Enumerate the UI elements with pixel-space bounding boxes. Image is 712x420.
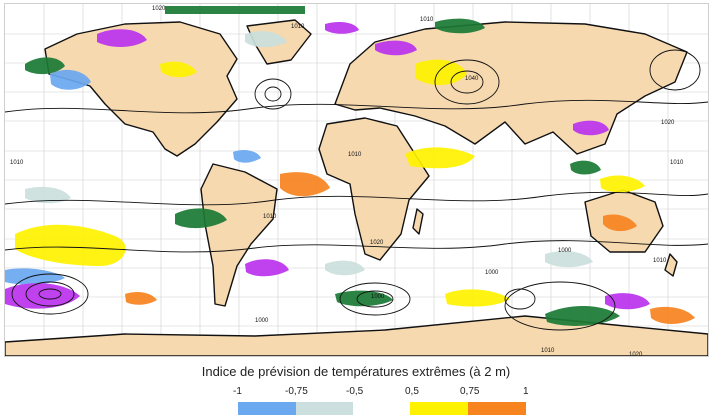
isobar-label: 1000: [371, 294, 385, 300]
isobar-label: 1010: [348, 152, 362, 158]
isobar-label: 1020: [370, 240, 384, 246]
very-warm-patch: [603, 214, 637, 232]
wet-green-patch: [435, 18, 485, 34]
isobars: [5, 49, 708, 331]
legend-swatch-very-cold: [238, 402, 296, 415]
forecast-map: 1020 1010 1040 1010 1020 1010 1010 1010 …: [4, 3, 709, 357]
violet-patch: [97, 29, 147, 47]
warm-patch: [445, 289, 510, 307]
violet-patch: [573, 120, 609, 136]
anomaly-patches: [5, 6, 695, 326]
warm-patch: [160, 61, 197, 78]
legend-title: Indice de prévision de températures extr…: [201, 364, 511, 379]
legend-tick-label: -0,75: [285, 386, 308, 397]
wet-green-patch: [175, 208, 227, 229]
isobar-label: 1010: [541, 348, 555, 354]
land-masses: [5, 19, 708, 356]
continent-north-america: [44, 21, 238, 157]
cold-patch: [325, 260, 365, 276]
isobar-label: 1040: [465, 76, 479, 82]
very-cold-patch: [233, 150, 261, 163]
isobar-label: 1010: [10, 160, 24, 166]
cold-patch: [25, 186, 71, 204]
isobar-label: 1000: [558, 248, 572, 254]
violet-patch: [605, 293, 650, 310]
legend-swatch-very-warm: [468, 402, 526, 415]
legend-swatch-cold: [296, 402, 353, 415]
violet-patch: [245, 259, 289, 277]
isobar-label: 1010: [670, 160, 684, 166]
cold-patch: [245, 31, 287, 48]
legend-tick-label: 0,75: [460, 386, 480, 397]
violet-patch: [375, 40, 417, 56]
legend-swatch-warm: [410, 402, 468, 415]
isobar-label: 1000: [255, 318, 269, 324]
very-cold-patch: [50, 69, 91, 90]
cold-patch: [545, 251, 593, 268]
wet-green-patch: [335, 290, 393, 307]
very-cold-patch: [5, 268, 65, 285]
island-new-zealand: [664, 253, 678, 277]
warm-patch: [415, 59, 467, 86]
island-madagascar: [412, 208, 424, 235]
wet-green-patch: [165, 6, 305, 14]
isobar-label: 1010: [420, 17, 434, 23]
legend-tick-label: -1: [233, 386, 242, 397]
very-warm-patch: [650, 306, 695, 324]
isobar-label: 1000: [485, 270, 499, 276]
warm-patch: [600, 175, 645, 193]
legend-tick-label: -0,5: [346, 386, 364, 397]
isobar-label: 1010: [291, 24, 305, 30]
warm-patch: [15, 224, 126, 266]
legend-tick-label: 1: [523, 386, 529, 397]
wet-green-patch: [545, 305, 620, 326]
legend-tick-label: 0,5: [405, 386, 419, 397]
wet-green-patch: [25, 57, 65, 75]
isobar-label: 1020: [152, 6, 166, 12]
warm-patch: [405, 147, 475, 169]
isobar-label: 1020: [629, 352, 643, 356]
wet-green-patch: [570, 160, 601, 175]
isobar-label: 1010: [653, 258, 667, 264]
very-warm-patch: [280, 172, 330, 197]
isobar-label: 1010: [263, 214, 277, 220]
violet-patch: [5, 283, 80, 309]
very-warm-patch: [125, 292, 157, 305]
isobar-labels: 1020 1010 1040 1010 1020 1010 1010 1010 …: [10, 6, 684, 356]
isobar-label: 1020: [661, 120, 675, 126]
violet-patch: [325, 22, 359, 34]
